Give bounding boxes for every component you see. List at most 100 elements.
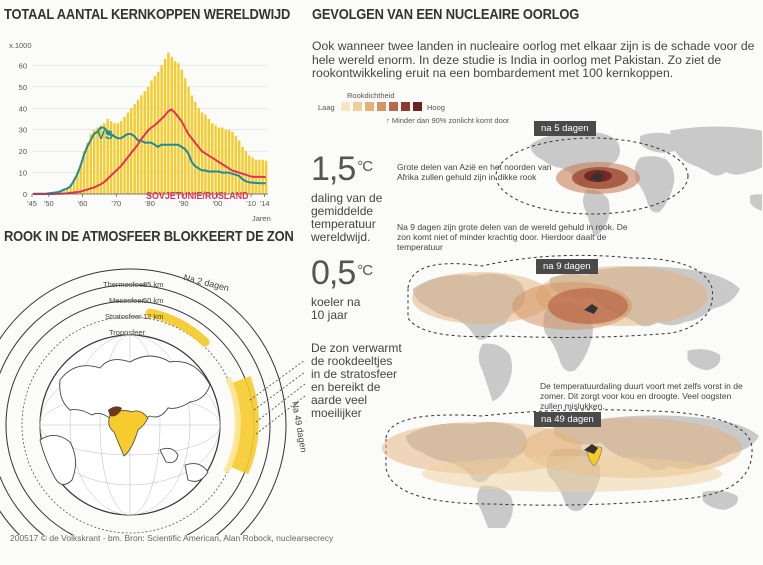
bar <box>109 121 113 194</box>
bar <box>224 129 227 194</box>
pakistan-india-marker-1 <box>590 172 604 182</box>
y-tick-label: 30 <box>19 126 27 135</box>
pakistan-india-marker-2 <box>584 304 598 314</box>
x-tick-label: '14 <box>260 199 270 208</box>
bar <box>123 116 126 194</box>
bar <box>173 61 177 195</box>
map-5-days <box>495 126 762 237</box>
map3-label: na 49 dagen <box>534 412 601 427</box>
bar <box>62 188 66 194</box>
arrow-up-icon: ↑ <box>386 116 390 125</box>
bar <box>146 86 150 194</box>
bar <box>248 155 251 194</box>
bar <box>82 151 86 194</box>
bar <box>187 86 190 194</box>
x-tick-label: '50 <box>44 199 54 208</box>
bar <box>197 108 200 194</box>
x-tick-label: '70 <box>111 199 121 208</box>
intro-text: Ook wanneer twee landen in nucleaire oor… <box>312 39 755 81</box>
bar <box>170 56 173 194</box>
bar <box>130 108 133 194</box>
bar <box>180 69 184 194</box>
bar <box>106 119 109 194</box>
bar <box>153 76 157 194</box>
bar <box>237 140 241 194</box>
layer-label-stratosphere: Stratosfeer <box>105 312 142 321</box>
legend-note: ↑ Minder dan 90% zonlicht komt door <box>386 116 510 125</box>
atmosphere-title: ROOK IN DE ATMOSFEER BLOKKEERT DE ZON <box>4 228 294 245</box>
map-49-days <box>382 409 760 528</box>
bar <box>241 146 244 194</box>
credit-line: 200517 © de Volkskrant - bm. Bron: Scien… <box>10 533 334 543</box>
map3-note: De temperatuurdaling duurt voort met zel… <box>540 381 743 411</box>
bar <box>66 187 69 194</box>
x-axis-label: Jaren <box>252 214 271 223</box>
legend-swatch-7 <box>413 102 422 111</box>
layer-label-troposphere: Troposfeer <box>109 328 145 337</box>
bar <box>103 123 106 194</box>
bar <box>126 112 130 194</box>
smoke-region-outline-1 <box>495 137 689 215</box>
stat-temp-10y-desc: koeler na 10 jaar <box>311 295 361 322</box>
chart-lines <box>33 108 266 195</box>
consequences-title: GEVOLGEN VAN EEN NUCLEAIRE OORLOG <box>312 6 580 23</box>
bar <box>79 164 82 194</box>
series-line-vs <box>33 126 266 195</box>
bar <box>136 99 140 194</box>
bar <box>217 127 221 194</box>
bar <box>92 129 96 194</box>
legend-high: Hoog <box>427 103 445 112</box>
bar <box>72 179 76 194</box>
globe-continents <box>39 355 211 485</box>
x-tick-label: '45 <box>27 199 37 208</box>
label-na-49-dagen: Na 49 dagen <box>290 401 309 454</box>
sun-explanation: De zon verwarmt de rookdeeltjes in de st… <box>311 341 402 420</box>
smoke-region-outline-2 <box>407 254 713 338</box>
stat-temp-10y: 0,5 °C <box>311 254 373 292</box>
stat-temp-drop: 1,5 °C <box>311 150 373 188</box>
chart-title: TOTAAL AANTAL KERNKOPPEN WERELDWIJD <box>4 6 291 23</box>
mesosphere-arc <box>0 284 271 535</box>
bar <box>86 142 89 194</box>
annotation-vs: VS <box>97 128 113 142</box>
legend-swatch-6 <box>401 102 410 111</box>
layer-height-thermosphere: 85 km <box>143 280 163 289</box>
atmosphere-diagram: Thermosfeer 85 km Mesosfeer 50 km Strato… <box>0 268 309 535</box>
india-highlight <box>108 410 149 457</box>
bar <box>99 125 103 194</box>
pakistan-highlight <box>108 406 122 417</box>
bar <box>69 184 72 194</box>
map1-note: Grote delen van Azië en het noorden van … <box>397 162 552 182</box>
bar <box>200 112 204 194</box>
smoke-maps <box>382 126 762 528</box>
y-tick-label: 40 <box>19 104 27 113</box>
map2-note: Na 9 dagen zijn grote delen van de werel… <box>397 222 628 252</box>
bar <box>264 160 268 194</box>
legend-swatch-1 <box>341 102 350 111</box>
chart-axis: 0 10 20 30 40 50 60 '45 '50 '60 '70 '80 '90 '00 '10 '14 <box>19 61 270 208</box>
smoke-day2-arc <box>145 308 210 347</box>
map1-label: na 5 dagen <box>534 121 596 136</box>
map-9-days <box>407 254 740 402</box>
bar <box>59 190 62 194</box>
bar <box>221 127 224 194</box>
legend-swatch-5 <box>389 102 398 111</box>
bar <box>194 101 197 194</box>
bar <box>190 95 194 194</box>
bar <box>119 121 123 194</box>
bar <box>160 65 163 194</box>
legend-swatch-3 <box>365 102 374 111</box>
bar <box>140 95 143 194</box>
bar <box>184 78 187 194</box>
x-tick-label: '90 <box>179 199 189 208</box>
label-na-2-dagen: Na 2 dagen <box>183 272 231 293</box>
legend-title: Rookdichtheid <box>347 91 395 100</box>
stat-temp-drop-desc: daling van de gemiddelde temperatuur wer… <box>311 191 383 244</box>
x-tick-label: '00 <box>213 199 223 208</box>
bar <box>96 127 99 194</box>
annotation-ussr: SOVJETUNIE/RUSLAND <box>146 190 249 202</box>
bar <box>157 71 160 194</box>
layer-height-mesosphere: 50 km <box>143 296 163 305</box>
bar <box>113 123 116 194</box>
bar <box>231 131 234 194</box>
